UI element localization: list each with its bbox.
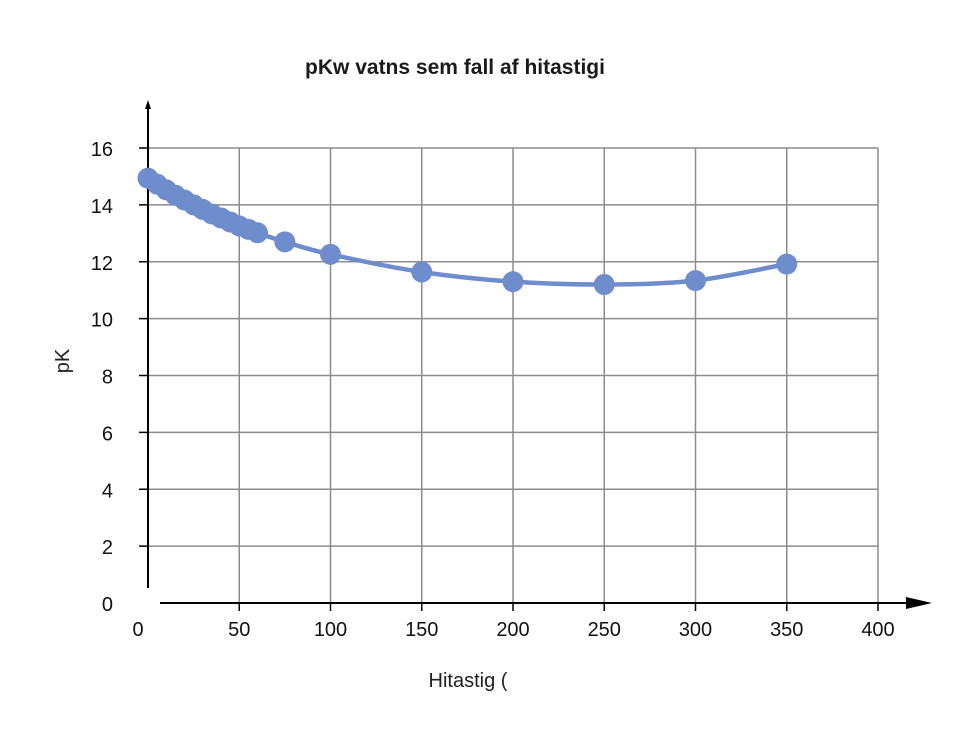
- data-point: [593, 274, 615, 295]
- x-tick-label: 400: [861, 619, 894, 641]
- data-point: [685, 270, 706, 292]
- data-point: [247, 222, 268, 244]
- x-tick-label: 50: [228, 619, 250, 641]
- y-tick-label: 4: [102, 480, 113, 502]
- grid: [139, 147, 879, 611]
- x-tick-label: 250: [588, 619, 621, 641]
- data-point: [320, 243, 341, 265]
- x-tick-label: 350: [770, 619, 803, 641]
- chart-title: pKw vatns sem fall af hitastigi: [305, 56, 605, 79]
- y-tick-label: 10: [91, 310, 113, 332]
- x-axis-arrow: [906, 597, 932, 609]
- data-point: [502, 271, 524, 293]
- y-tick-label: 2: [102, 537, 113, 559]
- x-tick-label: 100: [314, 619, 347, 641]
- axes: [145, 100, 932, 609]
- data-point: [776, 253, 798, 275]
- x-axis-label: Hitastig (: [429, 670, 508, 692]
- x-tick-label: 300: [679, 619, 712, 641]
- x-tick-label: 200: [496, 619, 529, 641]
- y-axis-label: pK: [52, 348, 74, 373]
- data-point: [274, 231, 296, 253]
- y-tick-label: 6: [102, 423, 113, 445]
- y-tick-labels: 0 2 4 6 8 10 12 14 16: [91, 139, 113, 616]
- x-tick-label: 150: [405, 619, 438, 641]
- y-axis-arrow: [145, 100, 151, 109]
- data-point: [411, 261, 433, 283]
- y-tick-label: 8: [102, 367, 113, 389]
- y-tick-label: 12: [91, 253, 113, 275]
- y-tick-label: 0: [102, 594, 113, 616]
- y-tick-label: 14: [91, 196, 113, 218]
- x-tick-label: 0: [132, 619, 143, 641]
- x-tick-labels: 0 50 100 150 200 250 300 350 400: [132, 619, 894, 641]
- y-tick-label: 16: [91, 139, 113, 161]
- series-pkw: [137, 167, 798, 295]
